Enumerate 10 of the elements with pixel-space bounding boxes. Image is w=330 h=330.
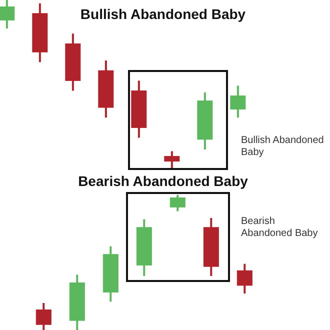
candlestick bbox=[230, 84, 246, 119]
candlestick bbox=[170, 195, 186, 212]
candlestick bbox=[0, 0, 15, 30]
annotation: Bearish Abandoned Baby bbox=[241, 216, 319, 240]
candlestick bbox=[164, 150, 180, 168]
chart-title: Bearish Abandoned Baby bbox=[78, 173, 248, 189]
chart-title: Bullish Abandoned Baby bbox=[80, 6, 246, 22]
candlestick bbox=[236, 262, 252, 295]
candlestick bbox=[36, 302, 52, 330]
annotation: Bullish Abandoned Baby bbox=[241, 135, 325, 159]
